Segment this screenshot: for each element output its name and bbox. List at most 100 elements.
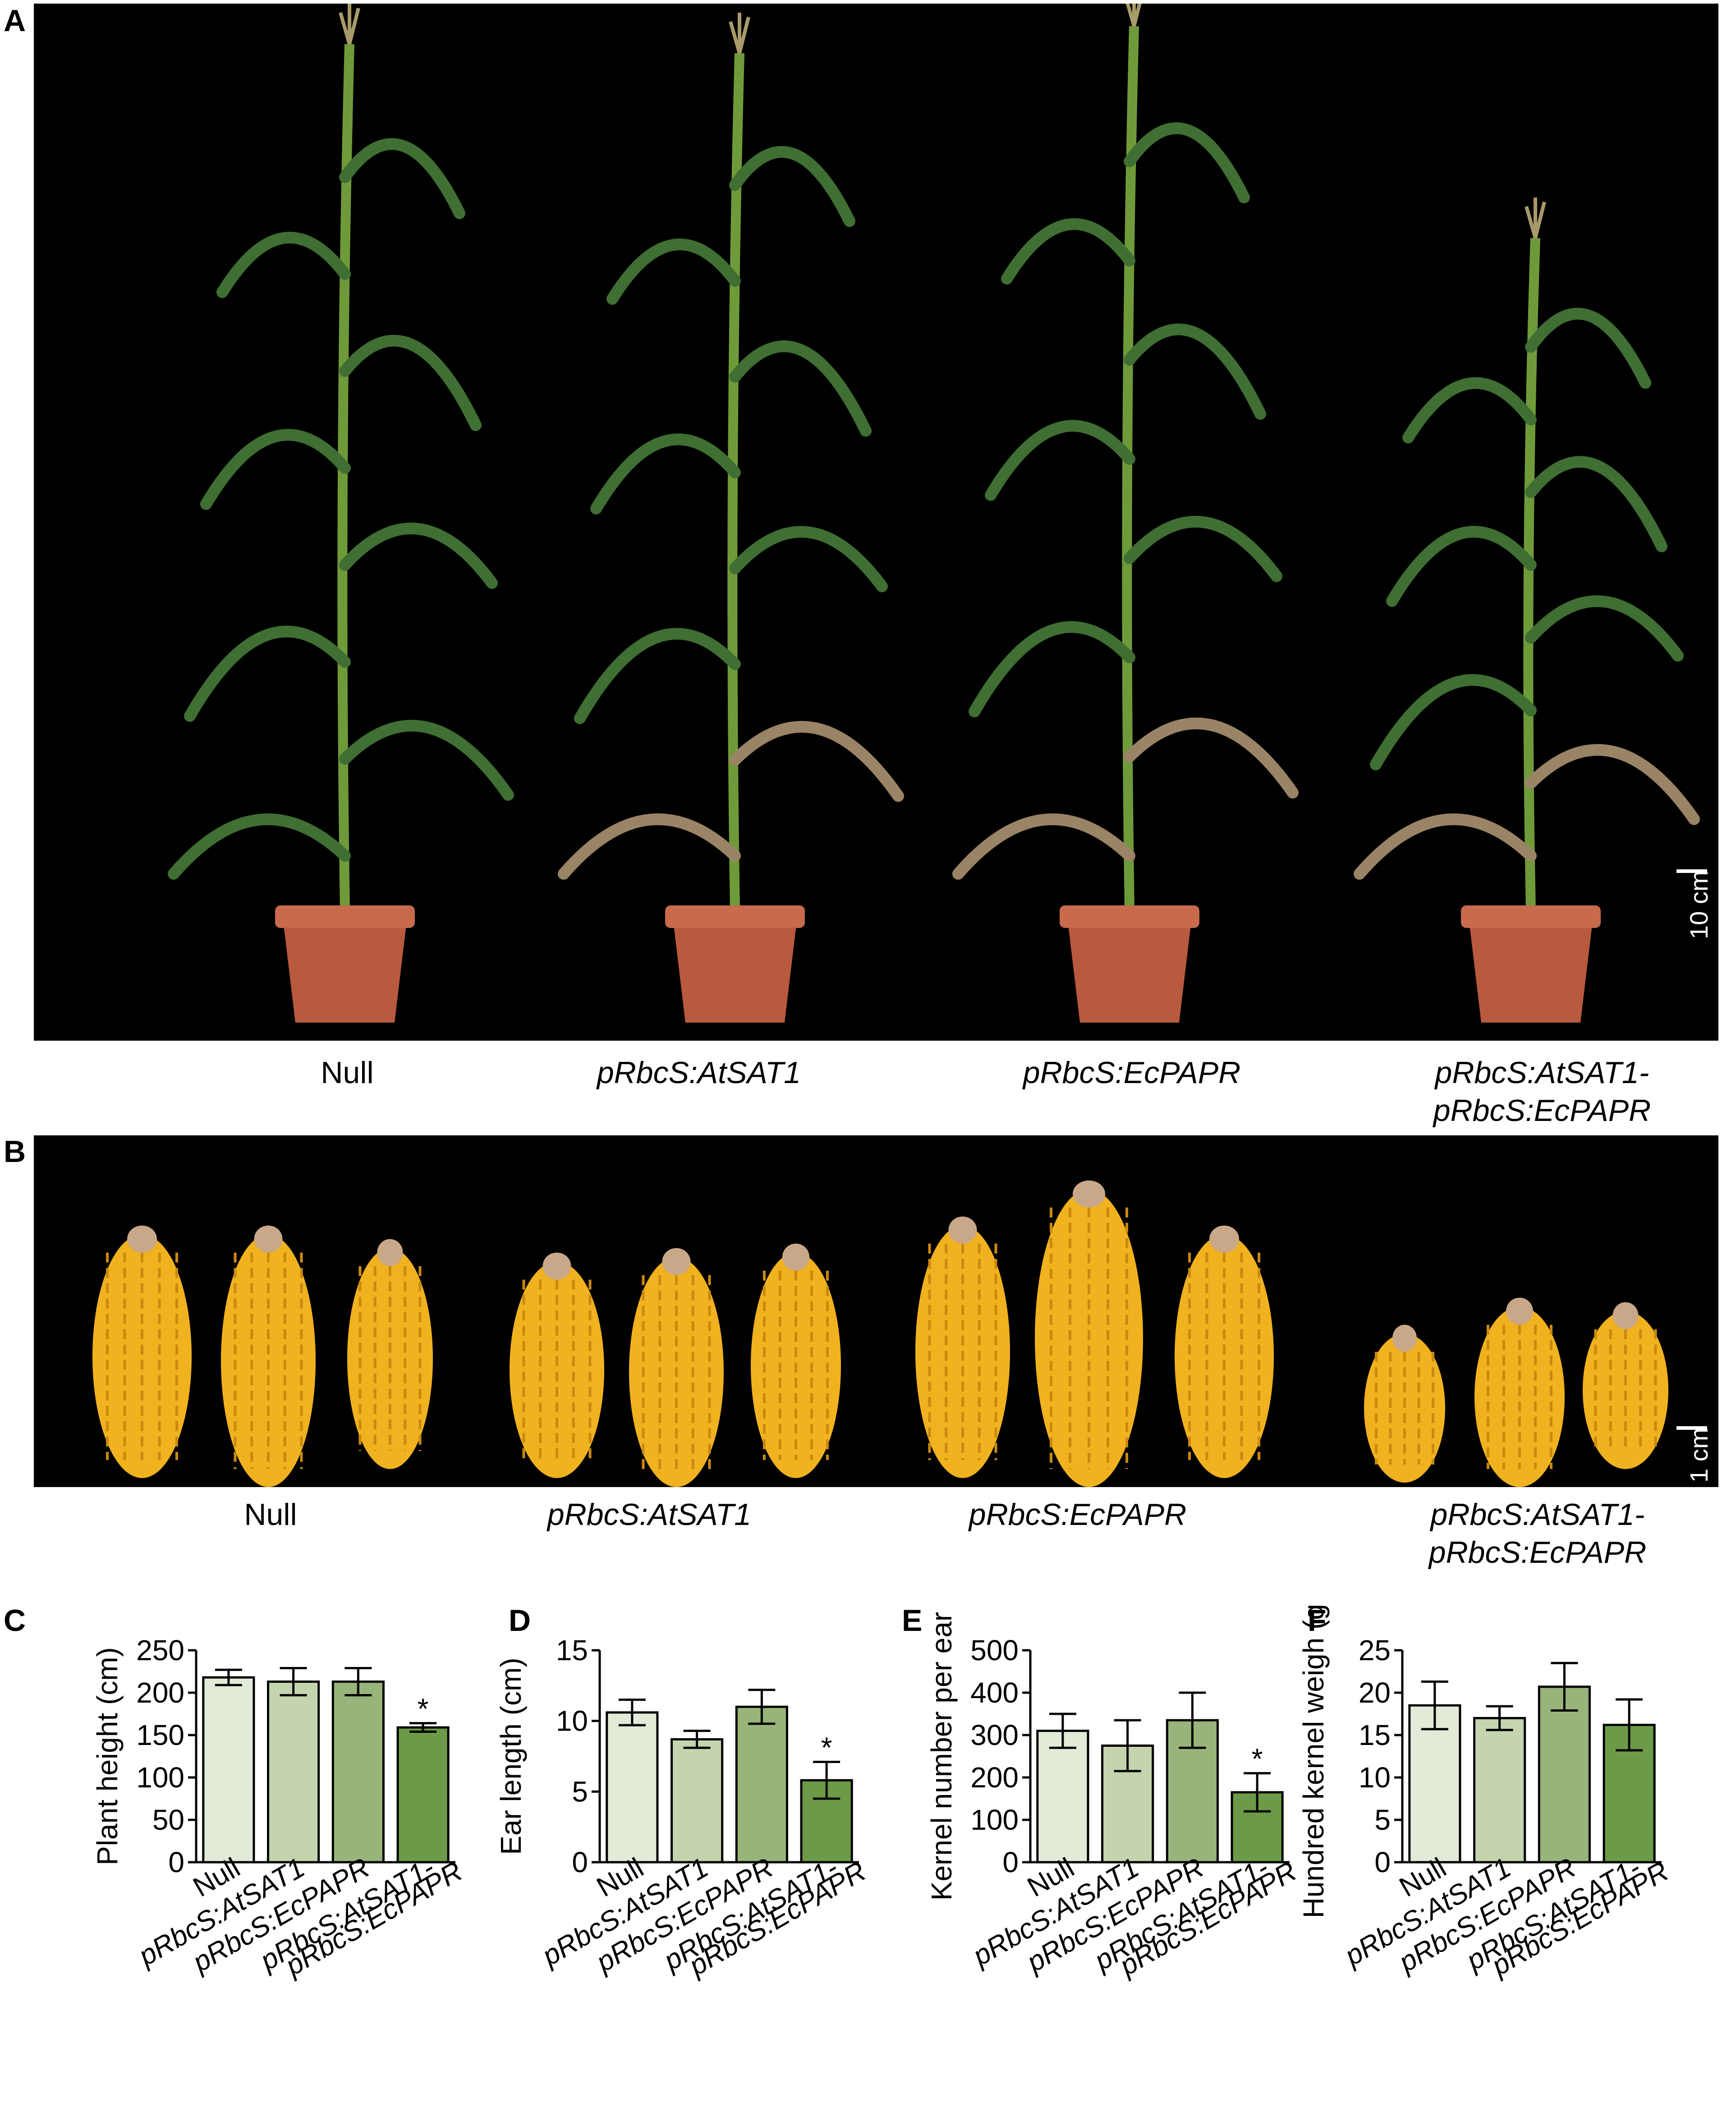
- plant-leaf: [574, 628, 741, 724]
- plant-pot-rim: [1461, 905, 1601, 928]
- plant-1: [168, 4, 514, 1023]
- ears-photo: 1 cm: [34, 1135, 1718, 1487]
- plant-leaf: [168, 813, 351, 880]
- plant-leaf: [1124, 516, 1282, 582]
- panel-label-a: A: [4, 4, 26, 38]
- ear-5: [629, 1248, 724, 1487]
- y-tick-label: 400: [970, 1676, 1019, 1709]
- caption-a-null: Null: [321, 1056, 374, 1090]
- plant-leaf: [985, 420, 1135, 501]
- ear-9: [1175, 1226, 1274, 1478]
- bar: [606, 1711, 659, 1864]
- y-tick-label: 25: [1359, 1634, 1391, 1667]
- ear-tip: [542, 1253, 571, 1280]
- plant-tassel: [1125, 4, 1142, 27]
- y-tick-label: 200: [136, 1676, 184, 1709]
- ear-1: [92, 1226, 192, 1478]
- plant-leaf: [1354, 813, 1537, 880]
- ear-tip: [254, 1226, 283, 1253]
- plant-pot-rim: [275, 905, 415, 928]
- ear-tip: [662, 1248, 691, 1275]
- ear-body: [1474, 1307, 1565, 1487]
- plant-leaf: [1001, 218, 1135, 285]
- plant-leaf: [1402, 377, 1537, 444]
- plants-photo: 10 cm: [34, 4, 1718, 1041]
- ear-10: [1364, 1325, 1445, 1483]
- ear-11: [1474, 1298, 1565, 1487]
- plant-leaf: [558, 813, 741, 880]
- plant-scale-bar: [1676, 869, 1707, 873]
- y-tick-label: 20: [1359, 1676, 1391, 1709]
- ear-3: [347, 1239, 433, 1469]
- y-tick-label: 200: [970, 1761, 1019, 1794]
- plant-3: [952, 4, 1299, 1023]
- ear-tip: [1612, 1302, 1639, 1329]
- y-axis-label: Hundred kernel weigh (g): [1297, 1605, 1330, 1918]
- bar: [396, 1726, 450, 1864]
- significance-mark: *: [821, 1731, 832, 1764]
- caption-b-sat1: pRbcS:AtSAT1: [547, 1497, 752, 1532]
- ear-4: [510, 1253, 604, 1478]
- y-tick-label: 250: [136, 1634, 184, 1667]
- ears-illustration: [92, 1180, 1668, 1487]
- y-tick-label: 10: [1359, 1761, 1391, 1794]
- plant-pot: [672, 910, 798, 1023]
- ear-tip: [127, 1226, 157, 1253]
- y-tick-label: 500: [970, 1634, 1019, 1667]
- plant-leaf: [1525, 308, 1651, 389]
- plant-leaf: [1386, 526, 1537, 607]
- bar: [267, 1681, 320, 1864]
- plant-leaf: [1124, 122, 1250, 203]
- plant-tassel: [729, 13, 750, 54]
- panel-label-e: E: [902, 1603, 923, 1638]
- ear-12: [1583, 1302, 1668, 1469]
- panel-label-c: C: [4, 1603, 26, 1638]
- plant-leaf: [339, 720, 514, 801]
- plant-leaf: [1525, 595, 1684, 662]
- y-axis-label: Plant height (cm): [91, 1647, 124, 1865]
- y-tick-label: 15: [556, 1634, 588, 1667]
- ear-tip: [377, 1239, 403, 1266]
- bar: [671, 1738, 724, 1864]
- y-tick-label: 0: [1374, 1846, 1391, 1878]
- plant-leaf: [1124, 717, 1299, 799]
- plant-tassel: [339, 4, 360, 45]
- caption-b-null: Null: [244, 1497, 297, 1532]
- plant-leaf: [729, 146, 855, 227]
- plant-leaf: [339, 138, 465, 219]
- y-tick-label: 5: [1374, 1804, 1391, 1836]
- ear-body: [1583, 1311, 1668, 1469]
- ear-tip: [1392, 1325, 1417, 1352]
- bar: [1538, 1685, 1591, 1864]
- y-tick-label: 300: [970, 1719, 1019, 1751]
- plant-leaf: [1525, 456, 1667, 552]
- y-tick-label: 0: [168, 1846, 184, 1878]
- plant-leaf: [729, 340, 872, 437]
- plant-leaf: [590, 433, 741, 514]
- bar: [1036, 1730, 1089, 1864]
- plant-leaf: [339, 335, 482, 431]
- ear-7: [915, 1217, 1010, 1478]
- plants-illustration: [168, 4, 1700, 1023]
- caption-b-papr: pRbcS:EcPAPR: [969, 1497, 1187, 1532]
- ear-8: [1035, 1180, 1143, 1487]
- y-tick-label: 0: [1002, 1846, 1019, 1878]
- plant-leaf: [200, 429, 351, 510]
- plant-leaf: [729, 526, 888, 592]
- ear-6: [751, 1244, 841, 1478]
- y-tick-label: 50: [152, 1804, 184, 1836]
- plant-leaf: [952, 813, 1135, 880]
- panel-label-b: B: [4, 1134, 26, 1169]
- plant-leaf: [1525, 744, 1700, 825]
- plant-4: [1354, 197, 1700, 1023]
- y-tick-label: 100: [136, 1761, 184, 1794]
- y-axis-label: Kernel number per ear: [925, 1612, 958, 1901]
- plant-pot: [1066, 910, 1193, 1023]
- plant-pot: [1468, 910, 1594, 1023]
- bar: [735, 1705, 788, 1864]
- plant-pot: [282, 910, 408, 1023]
- bar: [1473, 1717, 1526, 1864]
